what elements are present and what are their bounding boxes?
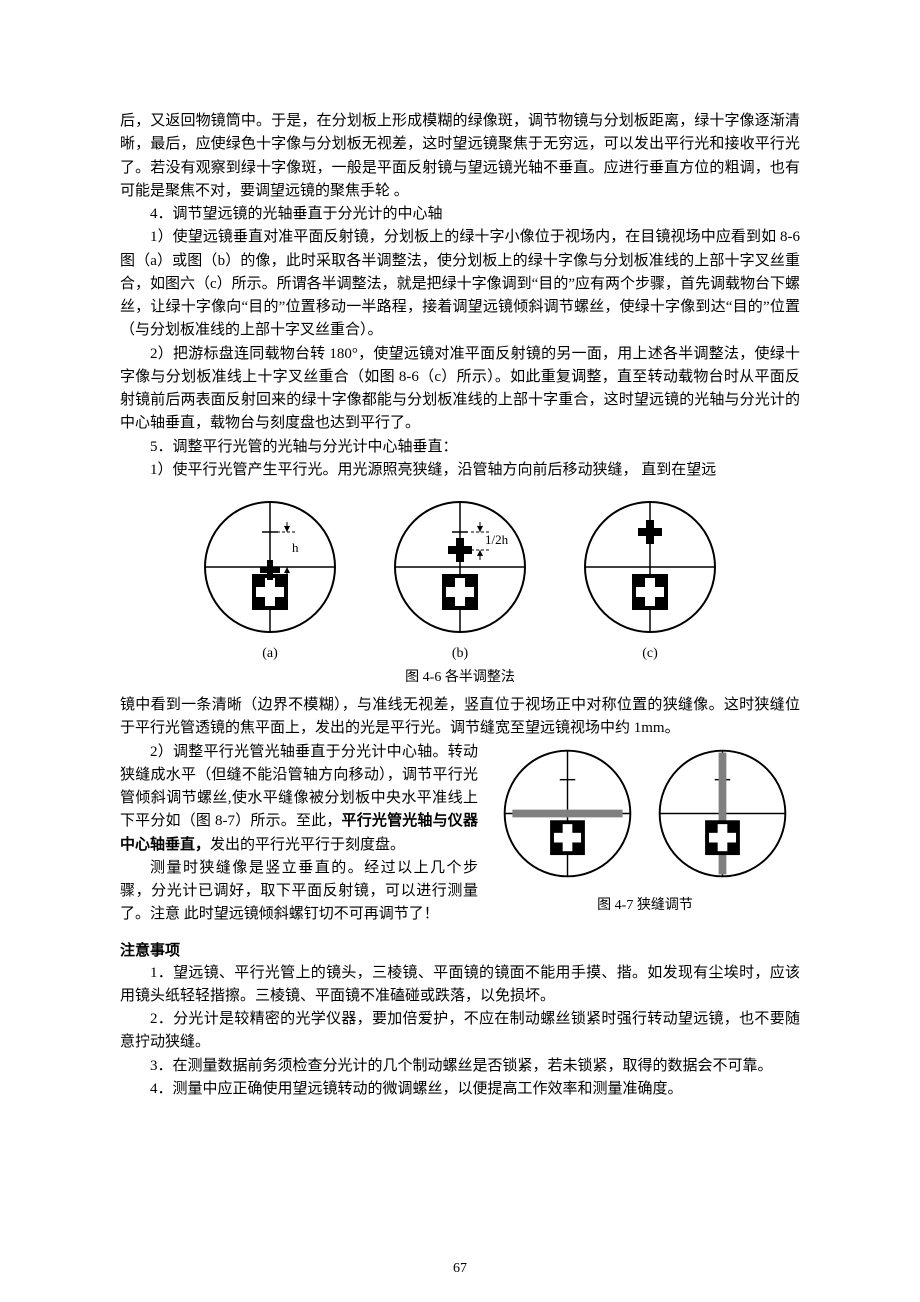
step-4-heading: 4．调节望远镜的光轴垂直于分光计的中心轴: [120, 203, 800, 226]
figure-4-6-panel-b: 1/2h (b): [385, 492, 535, 662]
figure-4-7-caption: 图 4-7 狭缝调节: [597, 894, 693, 914]
note-4: 4．测量中应正确使用望远镜转动的微调螺丝，以便提高工作效率和测量准确度。: [120, 1078, 800, 1101]
figure-4-7: 图 4-7 狭缝调节: [490, 741, 800, 922]
note-2: 2．分光计是较精密的光学仪器，要加倍爱护，不应在制动螺丝锁紧时强行转动望远镜，也…: [120, 1008, 800, 1055]
figure-4-6-panel-a: h (a): [195, 492, 345, 662]
figure-4-7-panel-vertical: [650, 741, 795, 886]
step-5-sub2-b: 发出的平行光平行于刻度盘。: [210, 837, 405, 853]
figure-4-6-caption: 图 4-6 各半调整法: [120, 666, 800, 686]
step-5-sub3: 测量时狭缝像是竖立垂直的。经过以上几个步骤，分光计已调好，取下平面反射镜，可以进…: [120, 857, 478, 927]
figure-4-6-label-b: (b): [385, 646, 535, 662]
step-4-sub2: 2）把游标盘连同载物台转 180°，使望远镜对准平面反射镜的另一面，用上述各半调…: [120, 343, 800, 436]
notes-heading: 注意事项: [120, 939, 800, 960]
paragraph-continuation: 后，又返回物镜筒中。于是，在分划板上形成模糊的绿像斑，调节物镜与分划板距离，绿十…: [120, 110, 800, 203]
step-5-heading: 5．调整平行光管的光轴与分光计中心轴垂直：: [120, 436, 800, 459]
figure-4-6-label-c: (c): [575, 646, 725, 662]
step-5-sub1-b: 镜中看到一条清晰（边界不模糊），与准线无视差，竖直位于视场正中对称位置的狭缝像。…: [120, 694, 800, 741]
figure-4-6-panel-c: (c): [575, 492, 725, 662]
figure-4-6: h (a): [120, 492, 800, 662]
step-5-sub2: 2）调整平行光管光轴垂直于分光计中心轴。转动狭缝成水平（但缝不能沿管轴方向移动）…: [120, 741, 478, 857]
label-half-h: 1/2h: [485, 532, 509, 547]
figure-4-6-label-a: (a): [195, 646, 345, 662]
note-3: 3．在测量数据前务须检查分光计的几个制动螺丝是否锁紧，若未锁紧，取得的数据会不可…: [120, 1055, 800, 1078]
step-4-sub1: 1）使望远镜垂直对准平面反射镜，分划板上的绿十字小像位于视场内，在目镜视场中应看…: [120, 226, 800, 342]
step-5-sub1-a: 1）使平行光管产生平行光。用光源照亮狭缝，沿管轴方向前后移动狭缝， 直到在望远: [120, 459, 800, 482]
note-1: 1．望远镜、平行光管上的镜头，三棱镜、平面镜的镜面不能用手摸、揩。如发现有尘埃时…: [120, 962, 800, 1009]
figure-4-7-panel-horizontal: [495, 741, 640, 886]
page-number: 67: [0, 1261, 920, 1277]
label-h: h: [292, 540, 299, 555]
